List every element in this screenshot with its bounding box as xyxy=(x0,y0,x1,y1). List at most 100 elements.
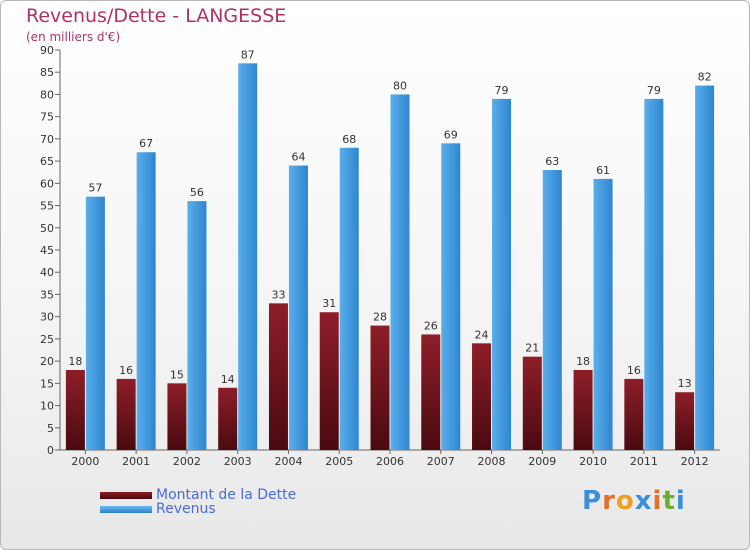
data-label-revenus: 69 xyxy=(444,128,458,141)
data-label-dette: 28 xyxy=(373,311,387,324)
y-tick-label: 5 xyxy=(47,422,54,435)
y-tick-label: 10 xyxy=(40,400,54,413)
x-tick-label: 2005 xyxy=(325,455,353,468)
data-label-dette: 18 xyxy=(576,355,590,368)
x-tick-label: 2007 xyxy=(427,455,455,468)
x-tick-label: 2012 xyxy=(681,455,709,468)
bar-dette xyxy=(116,378,136,450)
x-tick-label: 2011 xyxy=(630,455,658,468)
logo-letter: o xyxy=(615,486,635,516)
data-label-revenus: 61 xyxy=(596,164,610,177)
x-tick-label: 2000 xyxy=(71,455,99,468)
logo-letter: P xyxy=(582,486,603,516)
data-label-revenus: 82 xyxy=(698,71,712,84)
data-label-revenus: 68 xyxy=(342,133,356,146)
y-tick-label: 35 xyxy=(40,288,54,301)
data-label-dette: 31 xyxy=(322,297,336,310)
y-tick-label: 70 xyxy=(40,133,54,146)
bar-dette xyxy=(268,303,288,450)
data-label-dette: 15 xyxy=(170,368,184,381)
bar-revenus xyxy=(644,98,664,450)
y-tick-label: 50 xyxy=(40,222,54,235)
data-label-dette: 26 xyxy=(424,319,438,332)
logo-letter: i xyxy=(675,486,686,516)
data-label-dette: 16 xyxy=(627,364,641,377)
x-tick-label: 2004 xyxy=(274,455,302,468)
x-tick-label: 2001 xyxy=(122,455,150,468)
bar-revenus xyxy=(492,98,512,450)
data-label-dette: 16 xyxy=(119,364,133,377)
data-label-revenus: 80 xyxy=(393,79,407,92)
bar-dette xyxy=(167,383,187,450)
y-tick-label: 25 xyxy=(40,333,54,346)
bar-revenus xyxy=(542,170,562,450)
data-label-dette: 21 xyxy=(525,342,539,355)
logo-letter: i xyxy=(652,486,663,516)
x-tick-label: 2009 xyxy=(528,455,556,468)
y-tick-label: 55 xyxy=(40,200,54,213)
bar-revenus xyxy=(441,143,461,451)
bar-dette xyxy=(218,387,238,450)
data-label-revenus: 63 xyxy=(545,155,559,168)
data-label-revenus: 57 xyxy=(88,182,102,195)
data-label-revenus: 79 xyxy=(647,84,661,97)
logo-letter: x xyxy=(634,486,653,516)
y-tick-label: 45 xyxy=(40,244,54,257)
legend-item-dette: Montant de la Dette xyxy=(100,487,296,503)
y-tick-label: 20 xyxy=(40,355,54,368)
y-tick-label: 85 xyxy=(40,66,54,79)
logo-letter: r xyxy=(602,486,616,516)
legend-item-revenus: Revenus xyxy=(100,501,216,517)
bar-dette xyxy=(472,343,492,450)
bar-dette xyxy=(65,370,85,450)
y-tick-label: 75 xyxy=(40,111,54,124)
data-label-dette: 33 xyxy=(271,288,285,301)
legend-label-dette: Montant de la Dette xyxy=(156,487,297,503)
bar-revenus xyxy=(85,196,105,450)
y-tick-label: 0 xyxy=(47,444,54,457)
y-tick-label: 30 xyxy=(40,311,54,324)
bar-revenus xyxy=(288,165,308,451)
bar-revenus xyxy=(136,152,156,450)
data-label-revenus: 56 xyxy=(190,186,204,199)
bar-dette xyxy=(370,325,390,450)
x-tick-label: 2008 xyxy=(478,455,506,468)
bar-revenus xyxy=(187,201,207,450)
chart-title: Revenus/Dette - LANGESSE xyxy=(26,5,287,27)
bar-revenus xyxy=(593,178,613,450)
bar-dette xyxy=(522,356,542,450)
data-label-revenus: 64 xyxy=(291,151,305,164)
y-tick-label: 60 xyxy=(40,177,54,190)
chart-subtitle: (en milliers d'€) xyxy=(26,30,121,44)
x-tick-label: 2006 xyxy=(376,455,404,468)
bar-revenus xyxy=(339,147,359,450)
bar-dette xyxy=(319,312,339,450)
bar-revenus xyxy=(695,85,715,451)
data-label-dette: 18 xyxy=(68,355,82,368)
data-label-revenus: 79 xyxy=(495,84,509,97)
legend-swatch-dette xyxy=(100,491,152,499)
bar-revenus xyxy=(390,94,410,450)
bar-dette xyxy=(573,370,593,450)
legend-label-revenus: Revenus xyxy=(156,501,216,517)
data-label-dette: 13 xyxy=(678,377,692,390)
bar-dette xyxy=(624,378,644,450)
x-tick-label: 2010 xyxy=(579,455,607,468)
y-tick-label: 15 xyxy=(40,377,54,390)
x-tick-label: 2003 xyxy=(224,455,252,468)
y-tick-label: 40 xyxy=(40,266,54,279)
legend-swatch-revenus xyxy=(100,505,152,513)
y-tick-label: 90 xyxy=(40,44,54,57)
y-tick-label: 65 xyxy=(40,155,54,168)
x-tick-label: 2002 xyxy=(173,455,201,468)
y-tick-label: 80 xyxy=(40,88,54,101)
bar-dette xyxy=(675,392,695,450)
proxiti-logo: Proxiti xyxy=(582,486,686,516)
bar-dette xyxy=(421,334,441,450)
bar-revenus xyxy=(238,63,258,450)
data-label-revenus: 67 xyxy=(139,137,153,150)
data-label-revenus: 87 xyxy=(241,48,255,61)
logo-letter: t xyxy=(662,486,676,516)
